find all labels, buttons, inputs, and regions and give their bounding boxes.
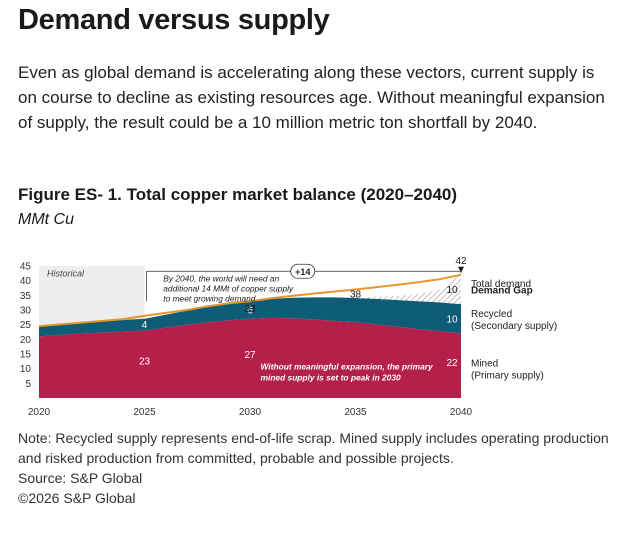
demand-callout-text: to meet growing demand bbox=[163, 293, 256, 303]
x-tick-label: 2025 bbox=[133, 407, 156, 418]
x-tick-label: 2035 bbox=[344, 407, 367, 418]
data-label: 10 bbox=[446, 314, 458, 325]
figure-unit: MMt Cu bbox=[18, 211, 74, 228]
legend-recycled-sub: (Secondary supply) bbox=[471, 321, 557, 332]
data-label: 4 bbox=[142, 320, 148, 331]
data-label: 10 bbox=[446, 285, 458, 296]
plus14-badge bbox=[290, 263, 316, 279]
total-demand-line bbox=[38, 273, 462, 328]
demand-2040-marker bbox=[458, 266, 464, 273]
y-tick-label: 20 bbox=[20, 335, 32, 346]
y-tick-label: 25 bbox=[20, 320, 32, 331]
y-tick-label: 40 bbox=[20, 276, 32, 287]
legend-recycled: Recycled bbox=[471, 309, 512, 320]
source-text: Source: S&P Global bbox=[18, 470, 143, 486]
page-title: Demand versus supply bbox=[18, 4, 330, 36]
copyright-text: ©2026 S&P Global bbox=[18, 490, 136, 506]
figure-title: Figure ES- 1. Total copper market balanc… bbox=[18, 185, 458, 204]
plus14-badge-text: +14 bbox=[295, 267, 310, 277]
note-text: Note: Recycled supply represents end-of-… bbox=[18, 430, 609, 466]
legend-demand-gap: Demand Gap bbox=[471, 285, 533, 296]
mined-supply-area bbox=[39, 317, 461, 398]
data-label: 27 bbox=[244, 350, 256, 361]
y-tick-label: 5 bbox=[25, 379, 31, 390]
y-tick-label: 15 bbox=[20, 350, 32, 361]
recycled-supply-area bbox=[39, 297, 461, 337]
legend-mined-sub: (Primary supply) bbox=[471, 371, 544, 382]
data-label: 42 bbox=[455, 256, 467, 267]
legend-total-demand: Total demand bbox=[471, 279, 531, 290]
x-tick-label: 2030 bbox=[239, 407, 262, 418]
mined-callout-text: mined supply is set to peak in 2030 bbox=[261, 372, 401, 382]
x-tick-label: 2020 bbox=[28, 407, 51, 418]
x-tick-label: 2040 bbox=[450, 407, 473, 418]
mined-callout-text: Without meaningful expansion, the primar… bbox=[261, 361, 433, 371]
data-label: 22 bbox=[446, 358, 458, 369]
y-tick-label: 10 bbox=[20, 364, 32, 375]
demand-callout-text: By 2040, the world will need an bbox=[163, 273, 279, 283]
historical-label: Historical bbox=[47, 268, 85, 278]
y-tick-label: 30 bbox=[20, 306, 32, 317]
demand-callout-text: additional 14 MMt of copper supply bbox=[163, 283, 294, 293]
y-tick-label: 35 bbox=[20, 291, 32, 302]
data-label: 6 bbox=[247, 306, 253, 317]
figure-notes: Note: Recycled supply represents end-of-… bbox=[18, 428, 628, 508]
data-label: 23 bbox=[139, 356, 151, 367]
legend-mined: Mined bbox=[471, 359, 498, 370]
data-label: 38 bbox=[350, 290, 362, 301]
data-label: 33 bbox=[244, 304, 256, 315]
intro-paragraph: Even as global demand is accelerating al… bbox=[18, 63, 605, 132]
y-tick-label: 45 bbox=[20, 262, 32, 273]
